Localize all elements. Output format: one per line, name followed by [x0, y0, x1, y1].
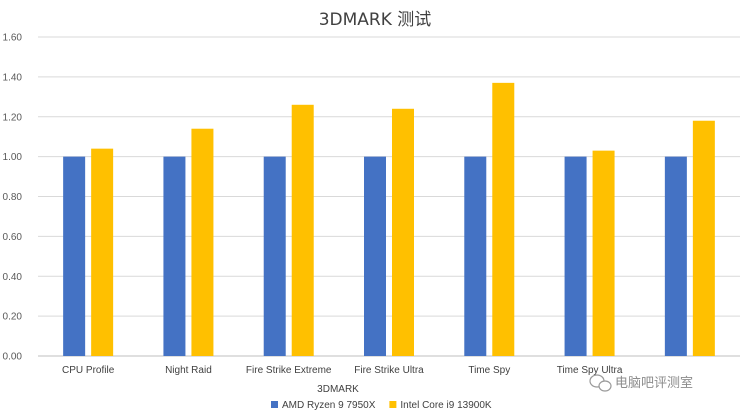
bar-intel [392, 108, 414, 357]
y-tick-label: 1.20 [3, 112, 23, 123]
bar-intel [492, 82, 515, 356]
y-axis-ticks: 0.00 0.20 0.40 0.60 0.80 1.00 1.20 1.40 1.60 [3, 33, 23, 363]
bars [63, 82, 715, 357]
bar-amd [364, 156, 386, 356]
x-category-label: Night Raid [165, 365, 212, 376]
x-axis-title: 3DMARK [317, 384, 359, 395]
x-category-label: Time Spy Ultra [557, 365, 623, 376]
bar-amd [63, 156, 86, 356]
x-category-label: CPU Profile [62, 365, 115, 376]
x-category-label: Fire Strike Ultra [354, 365, 424, 376]
y-tick-label: 0.80 [3, 192, 23, 203]
watermark: 电脑吧评测室 [589, 374, 693, 392]
y-tick-label: 0.00 [3, 352, 23, 363]
bar-intel [592, 150, 615, 356]
wechat-icon [589, 374, 612, 392]
x-axis-categories: CPU Profile Night Raid Fire Strike Extreme… [62, 365, 623, 376]
chart-title: 3DMARK 测试 [319, 10, 432, 30]
bar-amd [263, 156, 286, 356]
y-tick-label: 1.60 [3, 33, 23, 44]
x-category-label: Fire Strike Extreme [246, 365, 332, 376]
bar-amd [163, 156, 186, 356]
bar-intel [191, 128, 214, 356]
legend-swatch [271, 401, 278, 408]
grid-lines [38, 36, 740, 357]
legend-swatch [389, 401, 397, 408]
legend-label: AMD Ryzen 9 7950X [282, 400, 376, 411]
bar-amd [664, 156, 687, 356]
y-tick-label: 1.40 [3, 72, 23, 83]
x-category-label: Time Spy [468, 365, 510, 376]
y-tick-label: 1.00 [3, 152, 23, 163]
bar-intel [91, 148, 114, 356]
y-tick-label: 0.20 [3, 312, 23, 323]
y-tick-label: 0.60 [3, 232, 23, 243]
bar-intel [692, 120, 715, 356]
bar-amd [564, 156, 587, 356]
bar-amd [464, 156, 487, 356]
watermark-text: 电脑吧评测室 [615, 375, 693, 391]
y-tick-label: 0.40 [3, 272, 23, 283]
bar-intel [291, 104, 314, 356]
legend-label: Intel Core i9 13900K [400, 400, 492, 411]
legend: AMD Ryzen 9 7950X Intel Core i9 13900K [271, 400, 492, 411]
